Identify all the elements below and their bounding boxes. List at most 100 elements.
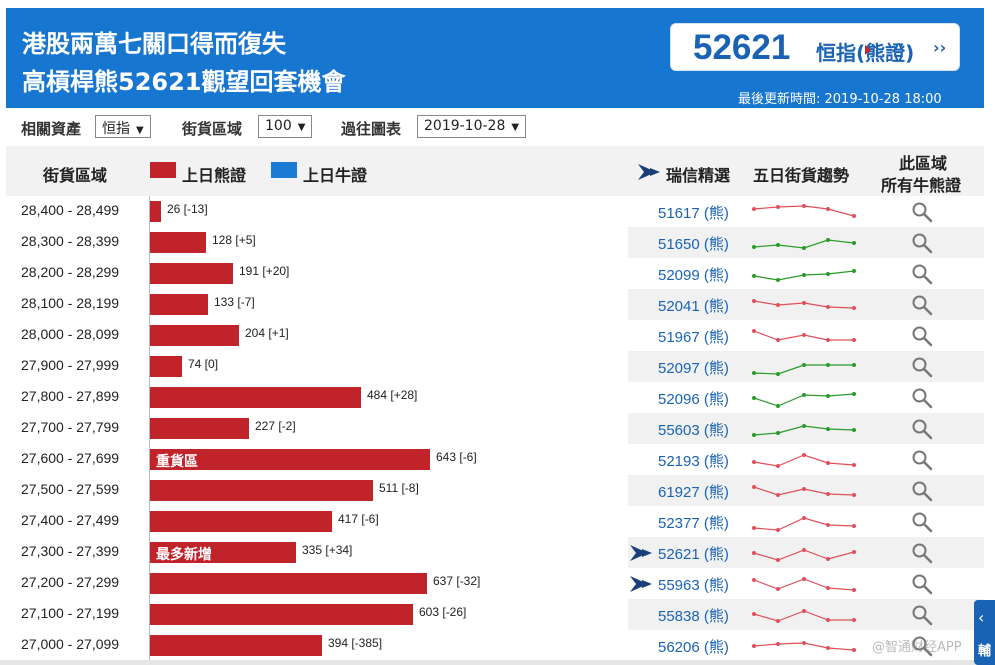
bear-bar[interactable]	[150, 573, 427, 594]
row-range: 28,300 - 28,399	[21, 233, 120, 249]
table-row: 28,100 - 28,199 133 [-7] 52041 (熊)	[6, 289, 984, 320]
warrant-code-link[interactable]: 52096 (熊)	[658, 391, 729, 408]
asset-select[interactable]: 恒指 ▼	[95, 115, 151, 138]
bar-value-label: 204 [+1]	[245, 326, 289, 340]
magnifier-icon[interactable]	[911, 325, 933, 347]
magnifier-icon[interactable]	[911, 232, 933, 254]
range-select[interactable]: 100 ▼	[258, 115, 313, 138]
row-range: 27,500 - 27,599	[21, 481, 120, 497]
warrant-code-link[interactable]: 51617 (熊)	[658, 205, 729, 222]
featured-ticker-button[interactable]: 52621 恒指(熊證) ››	[670, 23, 960, 71]
five-day-trend-sparkline	[752, 204, 856, 218]
warrant-code-link[interactable]: 55838 (熊)	[658, 608, 729, 625]
row-range: 28,200 - 28,299	[21, 264, 120, 280]
magnifier-icon[interactable]	[911, 201, 933, 223]
row-range: 28,100 - 28,199	[21, 295, 120, 311]
side-widget-label: 輔	[978, 644, 992, 659]
bar-value-label: 394 [-385]	[328, 636, 383, 650]
bar-value-label: 227 [-2]	[255, 419, 296, 433]
bear-bar[interactable]	[150, 387, 361, 408]
table-row: 27,500 - 27,599 511 [-8] 61927 (熊)	[6, 475, 984, 506]
bar-value-label: 511 [-8]	[379, 481, 419, 495]
asset-select-value: 恒指	[102, 121, 130, 137]
filter-range-label: 街貨區域	[182, 120, 243, 138]
legend-bear-label: 上日熊證	[182, 166, 247, 185]
magnifier-icon[interactable]	[911, 511, 933, 533]
warrant-code-link[interactable]: 51967 (熊)	[658, 329, 729, 346]
magnifier-icon[interactable]	[911, 635, 933, 657]
bear-bar[interactable]	[150, 325, 239, 346]
bear-bar[interactable]	[150, 604, 413, 625]
magnifier-icon[interactable]	[911, 542, 933, 564]
bar-value-label: 643 [-6]	[436, 450, 477, 464]
five-day-trend-sparkline	[752, 424, 856, 437]
bear-bar[interactable]: 重貨區	[150, 449, 430, 470]
magnifier-icon[interactable]	[911, 604, 933, 626]
bear-bar[interactable]	[150, 418, 249, 439]
warrant-code-link[interactable]: 52099 (熊)	[658, 267, 729, 284]
table-row: 28,400 - 28,499 26 [-13] 51617 (熊)	[6, 196, 984, 227]
magnifier-icon[interactable]	[911, 418, 933, 440]
date-select[interactable]: 2019-10-28 ▼	[417, 115, 527, 138]
bear-bar[interactable]	[150, 294, 208, 315]
row-range: 27,200 - 27,299	[21, 574, 120, 590]
warrant-code-link[interactable]: 55603 (熊)	[658, 422, 729, 439]
magnifier-icon[interactable]	[911, 480, 933, 502]
five-day-trend-sparkline	[752, 238, 856, 250]
bear-bar[interactable]	[150, 635, 322, 656]
table-row: 27,000 - 27,099 394 [-385] 56206 (熊)	[6, 630, 984, 661]
bar-value-label: 417 [-6]	[338, 512, 379, 526]
table-header: 街貨區域 上日熊證 上日牛證 瑞信精選 五日街貨趨勢 此區域 所有牛熊證	[6, 146, 984, 196]
warrant-code-link[interactable]: 52097 (熊)	[658, 360, 729, 377]
bear-bar[interactable]	[150, 201, 161, 222]
table-row: 27,300 - 27,399 最多新增 335 [+34] 52621 (熊)	[6, 537, 984, 568]
warrant-code-link[interactable]: 52193 (熊)	[658, 453, 729, 470]
bear-bar[interactable]: 最多新增	[150, 542, 296, 563]
warrant-code-link[interactable]: 55963 (熊)	[658, 577, 729, 594]
bear-bar[interactable]	[150, 511, 332, 532]
five-day-trend-sparkline	[752, 269, 856, 282]
magnifier-icon[interactable]	[911, 449, 933, 471]
bar-value-label: 74 [0]	[188, 357, 219, 371]
five-day-trend-sparkline	[752, 329, 856, 342]
fish-pick-icon	[638, 164, 660, 180]
bar-axis-line	[149, 196, 150, 665]
warrant-code-link[interactable]: 51650 (熊)	[658, 236, 729, 253]
row-range: 27,600 - 27,699	[21, 450, 120, 466]
warrant-code-link[interactable]: 52621 (熊)	[658, 546, 729, 563]
col-pick-header: 瑞信精選	[666, 166, 731, 185]
warrant-code-link[interactable]: 61927 (熊)	[658, 484, 729, 501]
bar-value-label: 26 [-13]	[167, 202, 208, 216]
bear-bar[interactable]	[150, 263, 233, 284]
col-range-header: 街貨區域	[43, 166, 108, 185]
col-all-header-line2: 所有牛熊證	[881, 176, 962, 195]
ticker-arrow-icon	[865, 45, 871, 55]
warrant-code-link[interactable]: 52377 (熊)	[658, 515, 729, 532]
date-select-value: 2019-10-28	[424, 118, 506, 134]
side-widget-button[interactable]: ‹ 輔	[974, 600, 995, 665]
bar-tag: 最多新增	[156, 547, 212, 563]
warrant-code-link[interactable]: 56206 (熊)	[658, 639, 729, 656]
row-range: 27,900 - 27,999	[21, 357, 120, 373]
magnifier-icon[interactable]	[911, 573, 933, 595]
table-row: 27,600 - 27,699 重貨區 643 [-6] 52193 (熊)	[6, 444, 984, 475]
bear-bar[interactable]	[150, 232, 206, 253]
bear-bar[interactable]	[150, 356, 182, 377]
ticker-code: 52621	[693, 28, 791, 67]
filter-bar: 相關資產 恒指 ▼ 街貨區域 100 ▼ 過往圖表 2019-10-28 ▼	[6, 108, 984, 146]
table-row: 28,200 - 28,299 191 [+20] 52099 (熊)	[6, 258, 984, 289]
magnifier-icon[interactable]	[911, 356, 933, 378]
row-range: 27,400 - 27,499	[21, 512, 120, 528]
magnifier-icon[interactable]	[911, 387, 933, 409]
magnifier-icon[interactable]	[911, 263, 933, 285]
row-range: 27,300 - 27,399	[21, 543, 120, 559]
headline-line2: 高槓桿熊52621觀望回套機會	[22, 68, 346, 96]
chevron-left-icon: ‹	[978, 608, 985, 627]
row-range: 27,100 - 27,199	[21, 605, 120, 621]
bear-bar[interactable]	[150, 480, 373, 501]
magnifier-icon[interactable]	[911, 294, 933, 316]
filter-date-label: 過往圖表	[341, 120, 402, 138]
warrant-code-link[interactable]: 52041 (熊)	[658, 298, 729, 315]
table-row: 27,900 - 27,999 74 [0] 52097 (熊)	[6, 351, 984, 382]
five-day-trend-sparkline	[752, 299, 856, 310]
